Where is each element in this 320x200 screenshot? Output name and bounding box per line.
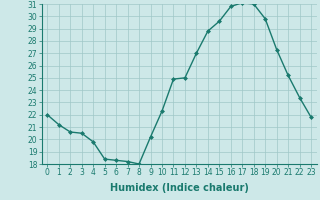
X-axis label: Humidex (Indice chaleur): Humidex (Indice chaleur) bbox=[110, 183, 249, 193]
